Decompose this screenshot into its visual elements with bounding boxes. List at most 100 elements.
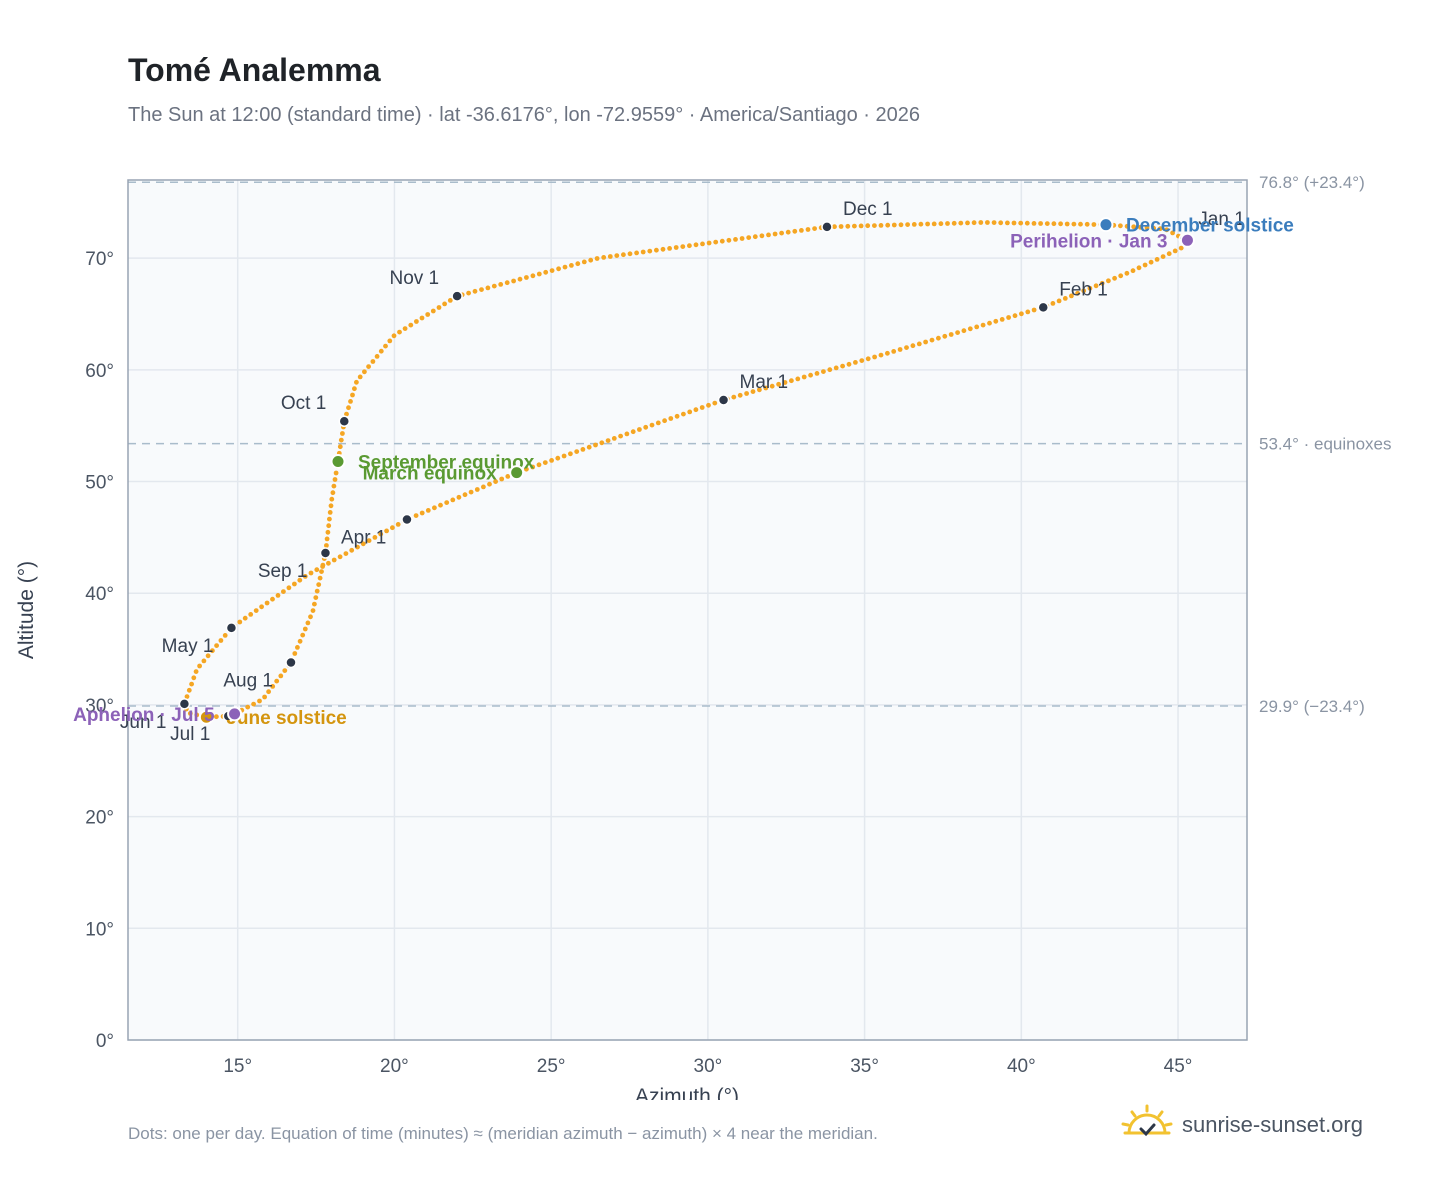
x-tick-label: 15° <box>223 1056 252 1077</box>
day-dot <box>245 704 251 710</box>
day-dot <box>752 234 758 240</box>
day-dot <box>561 453 567 459</box>
day-dot <box>314 567 320 573</box>
day-dot <box>302 574 308 579</box>
event-label: June solstice <box>226 708 346 729</box>
day-dot <box>897 347 903 352</box>
day-dot <box>266 689 271 695</box>
day-dot <box>517 276 523 282</box>
day-dot <box>769 383 775 389</box>
day-dot <box>637 427 642 432</box>
day-dot <box>627 251 633 257</box>
reference-lines: 76.8° (+23.4°) 53.4° · equinoxes 29.9° (−2… <box>128 173 1392 716</box>
day-dot <box>776 381 781 387</box>
day-dot <box>948 332 954 337</box>
day-dot <box>1157 226 1163 232</box>
day-dot <box>191 675 197 681</box>
y-tick-label: 40° <box>85 584 114 605</box>
day-dot <box>951 220 957 226</box>
day-dot <box>772 231 778 237</box>
day-dot <box>338 437 344 443</box>
day-dot <box>766 232 771 238</box>
day-dot <box>1011 220 1017 226</box>
day-dot <box>647 248 653 254</box>
day-dot <box>681 411 686 417</box>
day-dot <box>785 229 791 235</box>
day-dot <box>408 322 414 328</box>
day-dot <box>737 392 743 398</box>
month-label: Jun 1 <box>120 712 166 733</box>
day-dot <box>945 221 950 226</box>
day-dot <box>878 352 884 358</box>
day-dot <box>419 510 425 516</box>
day-dot <box>905 222 910 228</box>
day-dot <box>1130 268 1136 274</box>
day-dot <box>580 447 586 452</box>
day-dot <box>1136 265 1142 271</box>
day-dot <box>295 645 300 650</box>
day-dot <box>251 701 256 707</box>
y-axis-ticks: 0° 10° 20° 30° 40° 50° 60° 70° <box>85 249 114 1052</box>
month-marker <box>319 547 332 559</box>
day-dot <box>425 508 431 513</box>
day-dot <box>923 339 928 345</box>
day-dot <box>801 374 807 380</box>
day-dot <box>624 431 630 437</box>
day-dot <box>1118 273 1124 279</box>
day-dot <box>1031 221 1037 226</box>
day-dot <box>814 371 820 376</box>
plot-area <box>128 180 1247 1040</box>
event-marker <box>227 706 243 722</box>
day-dot <box>812 226 817 232</box>
day-dot <box>916 341 922 347</box>
day-dot <box>910 343 916 349</box>
day-dot <box>310 608 316 613</box>
day-dot <box>1012 313 1018 319</box>
day-dot <box>799 228 804 233</box>
day-dot <box>634 250 639 256</box>
day-dot <box>313 595 319 600</box>
day-dot <box>186 687 192 693</box>
day-dot <box>618 433 623 439</box>
day-dot <box>601 255 607 260</box>
brand-link[interactable]: sunrise-sunset.org <box>1120 1100 1363 1150</box>
event-label: September equinox <box>358 452 535 473</box>
day-dot <box>961 328 967 334</box>
day-dot <box>1064 221 1070 227</box>
day-dot <box>378 531 384 537</box>
day-dot <box>599 440 605 446</box>
day-dot <box>189 681 195 687</box>
day-dot <box>980 322 986 328</box>
day-dot <box>447 298 453 303</box>
day-dot <box>1124 223 1130 229</box>
day-dot <box>348 399 353 404</box>
day-dot <box>706 240 712 246</box>
event-label: March equinox <box>363 464 498 485</box>
day-dot <box>1170 230 1175 236</box>
x-tick-label: 30° <box>694 1056 723 1077</box>
month-label: Jul 1 <box>170 724 210 745</box>
day-dot <box>242 615 248 621</box>
day-dot <box>472 288 478 294</box>
day-dot <box>214 643 220 648</box>
day-dot <box>197 663 203 669</box>
day-dot <box>344 411 349 417</box>
plot-frame <box>127 179 1248 1041</box>
day-dot <box>504 280 510 286</box>
day-dot <box>655 420 661 426</box>
y-tick-label: 0° <box>96 1031 114 1052</box>
day-dot <box>257 698 262 704</box>
day-dot <box>264 600 270 606</box>
day-dot <box>184 694 190 699</box>
day-dot <box>607 254 613 259</box>
y-tick-label: 50° <box>85 473 114 494</box>
day-dot <box>536 462 542 468</box>
day-dot <box>674 413 680 419</box>
day-dot <box>1084 221 1090 227</box>
day-dot <box>524 275 529 280</box>
day-dot <box>308 614 313 620</box>
day-dot <box>1178 245 1184 251</box>
day-dot <box>845 223 851 229</box>
day-dot <box>438 502 443 508</box>
